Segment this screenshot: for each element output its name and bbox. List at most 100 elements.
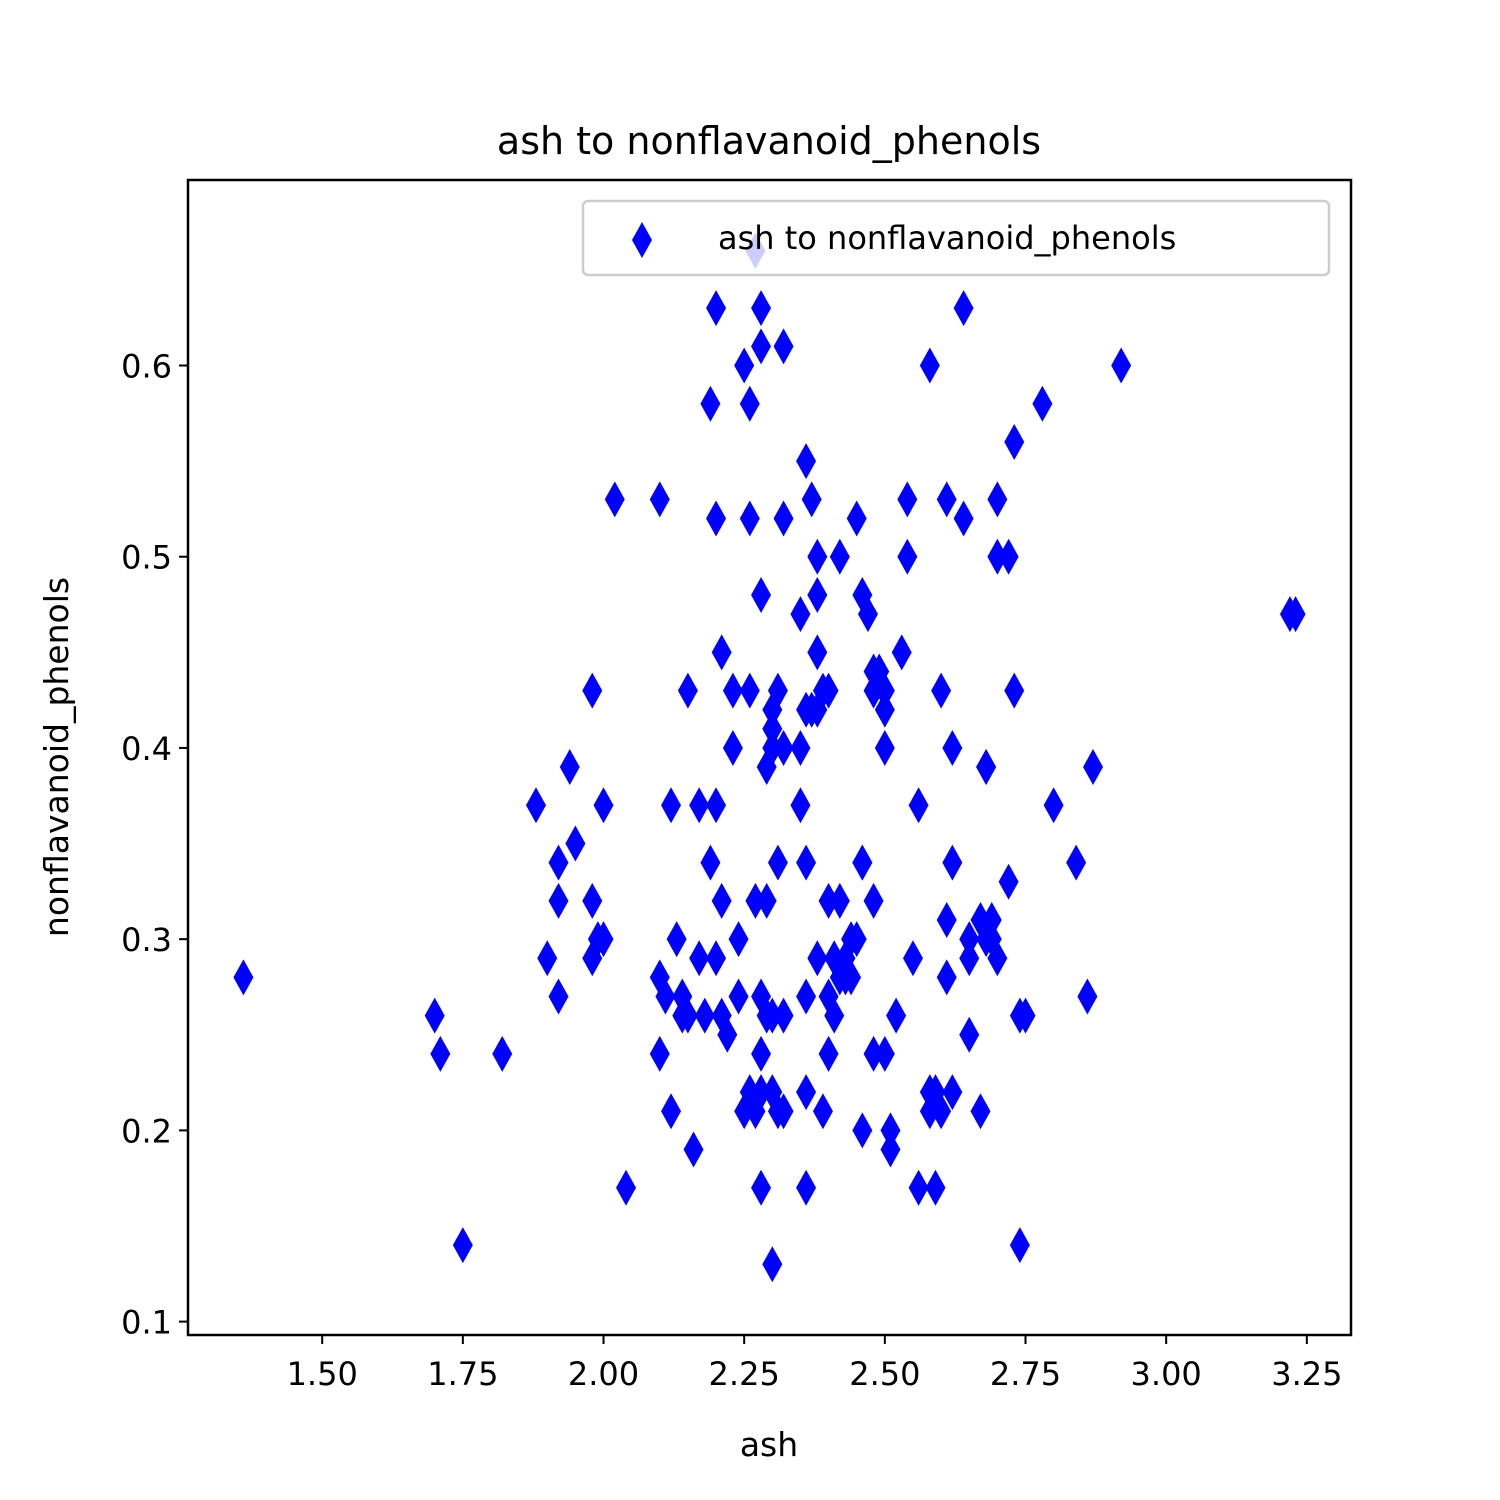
data-point (537, 940, 558, 977)
data-point (902, 940, 923, 977)
data-point (525, 787, 546, 824)
data-point (762, 1246, 783, 1283)
data-point (897, 538, 918, 575)
y-tick-label: 0.6 (121, 347, 172, 385)
data-point (936, 481, 957, 518)
data-point (796, 443, 817, 480)
data-point (796, 844, 817, 881)
data-point (846, 500, 867, 537)
data-point (666, 921, 687, 958)
data-point (919, 347, 940, 384)
data-point (818, 672, 839, 709)
data-point (942, 844, 963, 881)
data-point (655, 978, 676, 1015)
data-point (987, 481, 1008, 518)
data-point (807, 634, 828, 671)
data-point (796, 978, 817, 1015)
data-point (874, 729, 895, 766)
data-point (616, 1169, 637, 1206)
data-point (751, 1074, 772, 1111)
data-point (773, 1093, 794, 1130)
data-point (548, 882, 569, 919)
data-point (233, 959, 254, 996)
data-point (796, 1074, 817, 1111)
data-point (711, 634, 732, 671)
data-point (998, 863, 1019, 900)
data-point (1004, 672, 1025, 709)
data-point (559, 749, 580, 786)
data-point (953, 290, 974, 327)
data-point (1285, 596, 1306, 633)
data-point (767, 844, 788, 881)
data-point (897, 481, 918, 518)
y-tick-label: 0.2 (121, 1112, 172, 1150)
data-point (739, 672, 760, 709)
y-tick-label: 0.3 (121, 921, 172, 959)
data-point (1009, 1227, 1030, 1264)
data-point (970, 1093, 991, 1130)
x-axis-label: ash (740, 1425, 798, 1464)
data-point (661, 787, 682, 824)
data-point (1004, 423, 1025, 460)
data-point (706, 787, 727, 824)
legend-marker (632, 222, 652, 258)
x-tick-label: 1.50 (287, 1355, 358, 1393)
data-point (745, 882, 766, 919)
data-point (976, 749, 997, 786)
data-point (790, 729, 811, 766)
data-points (233, 232, 1306, 1283)
data-point (959, 940, 980, 977)
data-point (931, 1093, 952, 1130)
x-tick-label: 3.00 (1131, 1355, 1202, 1393)
data-point (739, 385, 760, 422)
data-point (1111, 347, 1132, 384)
data-point (852, 844, 873, 881)
data-point (852, 1112, 873, 1149)
data-point (593, 787, 614, 824)
data-point (925, 1169, 946, 1206)
data-point (582, 672, 603, 709)
legend: ash to nonflavanoid_phenols (581, 199, 1331, 277)
data-point (430, 1035, 451, 1072)
data-point (711, 882, 732, 919)
data-point (492, 1035, 513, 1072)
data-point (953, 500, 974, 537)
data-point (942, 1074, 963, 1111)
data-point (593, 921, 614, 958)
data-point (818, 882, 839, 919)
data-point (773, 729, 794, 766)
data-point (677, 672, 698, 709)
x-axis: 1.50 1.75 2.00 2.25 2.50 2.75 3.00 3.25 (287, 1335, 1342, 1393)
chart-title: ash to nonflavanoid_phenols (497, 119, 1041, 163)
data-point (942, 729, 963, 766)
data-point (722, 729, 743, 766)
data-point (874, 691, 895, 728)
data-point (722, 672, 743, 709)
data-point (790, 596, 811, 633)
data-point (728, 978, 749, 1015)
data-point (706, 940, 727, 977)
data-point (548, 978, 569, 1015)
data-point (796, 1169, 817, 1206)
data-point (812, 1093, 833, 1130)
legend-label: ash to nonflavanoid_phenols (718, 219, 1176, 257)
data-point (649, 1035, 670, 1072)
data-point (751, 290, 772, 327)
data-point (773, 328, 794, 365)
data-point (773, 500, 794, 537)
legend-box (581, 199, 1331, 277)
data-point (762, 997, 783, 1034)
x-tick-label: 2.00 (568, 1355, 639, 1393)
data-point (700, 844, 721, 881)
data-point (661, 1093, 682, 1130)
data-point (857, 596, 878, 633)
data-point (790, 787, 811, 824)
y-axis-label: nonflavanoid_phenols (37, 577, 76, 937)
data-point (874, 672, 895, 709)
data-point (1083, 749, 1104, 786)
data-point (908, 1169, 929, 1206)
plot-area-frame (186, 178, 1353, 1337)
x-tick-label: 1.75 (427, 1355, 498, 1393)
data-point (987, 940, 1008, 977)
data-point (863, 882, 884, 919)
